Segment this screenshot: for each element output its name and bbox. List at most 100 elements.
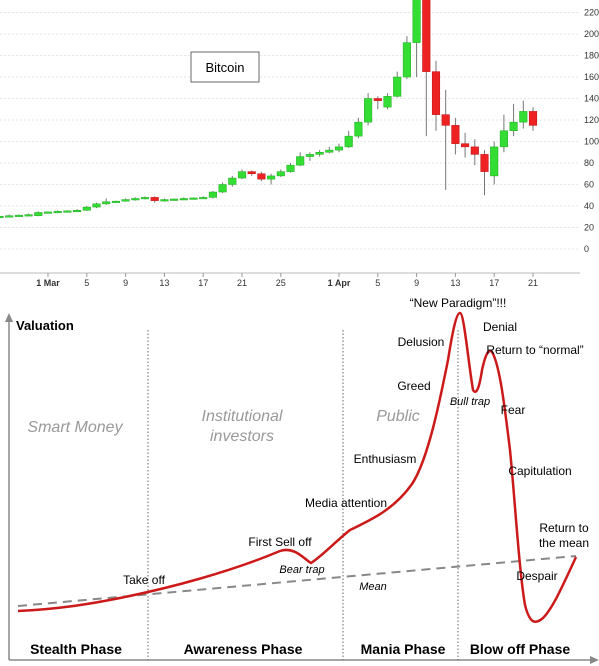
candle [305,152,314,161]
phase-stealth: Stealth Phase [30,641,122,657]
candle [257,171,266,182]
candle [228,175,237,187]
label-greed: Greed [397,379,430,393]
candle [325,146,334,154]
candle-body [63,210,72,213]
candle [150,196,159,203]
candle-body [247,171,256,175]
candle [53,210,62,214]
candle [237,169,247,180]
candle-body [383,96,392,108]
candle-body [364,98,373,123]
candle-body [296,156,305,166]
x-tick-label: 1 Mar [36,278,60,288]
x-tick-label: 21 [528,278,538,288]
time-axis-arrow [590,656,599,664]
group-public: Public [376,408,420,425]
candle [519,100,528,129]
candle-body [267,175,276,180]
label-delusion: Delusion [398,335,445,349]
candle-body [34,212,43,216]
y-tick-label: 0 [584,244,589,254]
candle-body [305,154,314,157]
y-tick-label: 60 [584,180,594,190]
x-tick-label: 25 [276,278,286,288]
phase-awareness: Awareness Phase [184,641,303,657]
candle [189,197,198,200]
candle-body [140,197,150,200]
candle-body [422,0,431,72]
y-tick-label: 80 [584,158,594,168]
candle [43,211,53,214]
candle-body [499,130,508,148]
candle [267,173,276,185]
candle-body [257,173,266,180]
chart-title: Bitcoin [205,60,244,75]
label-new-paradigm: “New Paradigm”!!! [410,296,507,310]
label-take-off: Take off [123,573,165,587]
y-tick-label: 100 [584,137,599,147]
candle-body [490,146,499,177]
candle [14,214,23,217]
phase-mania: Mania Phase [361,641,446,657]
valuation-curve [17,311,578,624]
candle-body [461,143,470,148]
group-investors: investors [210,428,274,445]
candle-body [73,210,82,213]
candle-body [334,146,344,151]
candle-body [237,171,247,179]
candle [170,198,179,201]
y-tick-label: 40 [584,201,594,211]
candle [160,198,169,202]
label-fear: Fear [501,403,526,417]
candle [490,141,499,185]
candle [315,150,324,157]
x-tick-label: 17 [198,278,208,288]
candle [24,213,33,217]
candle-body [431,71,441,115]
candle-body [393,76,402,97]
x-tick-label: 9 [123,278,128,288]
candle-body [373,98,382,101]
candle [179,197,188,201]
candle [422,0,431,137]
candle [402,36,411,80]
label-return-to-normal: Return to “normal” [486,343,583,357]
candle-body [519,111,528,123]
candle [528,107,538,131]
candle-body [111,200,120,203]
candle-body [53,211,62,214]
label-media-attention: Media attention [305,496,387,510]
mean-line [17,555,577,607]
label-return-to-the-mean-line1: Return to [539,521,589,535]
label-bear-trap: Bear trap [279,564,324,576]
group-institutional: Institutional [202,408,283,425]
candle [344,130,353,148]
candle [34,211,43,217]
candle [470,139,479,166]
candle [199,196,208,200]
candle [373,96,382,110]
candle [247,170,256,176]
y-tick-label: 140 [584,94,599,104]
candle-body [150,197,159,201]
candle [451,117,460,155]
candle [102,198,111,205]
candle-body [412,0,421,43]
label-return-to-the-mean-line2: the mean [539,536,589,550]
candle [111,200,120,203]
y-tick-label: 160 [584,72,599,82]
candle [5,214,14,218]
label-capitulation: Capitulation [508,464,571,478]
label-despair: Despair [516,569,557,583]
x-tick-label: 5 [84,278,89,288]
phase-blow-off: Blow off Phase [470,641,571,657]
candle [354,117,363,139]
candle-body [480,154,489,172]
candle-body [402,42,411,78]
candle [140,196,150,200]
candle [208,190,217,199]
candle [0,215,4,218]
candle [121,198,130,202]
